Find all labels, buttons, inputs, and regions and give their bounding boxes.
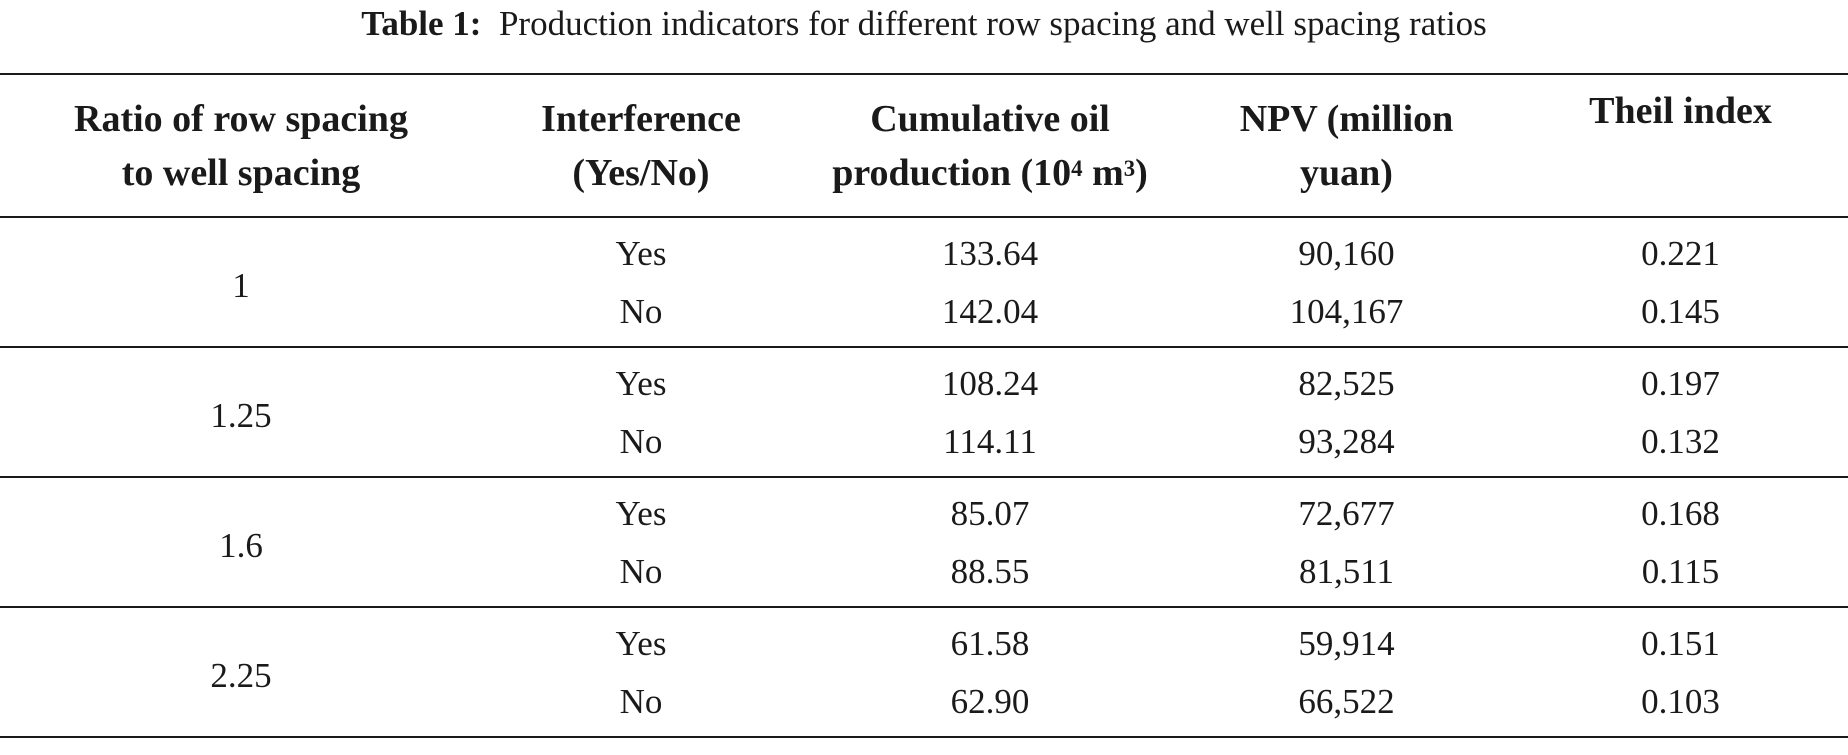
theil-index-cell: 0.103	[1641, 682, 1720, 721]
oil-production-cell: 142.04	[941, 292, 1039, 331]
header-interference-line-1: Interference	[541, 97, 741, 140]
header-ratio: Ratio of row spacing to well spacing	[0, 74, 482, 217]
header-theil-text: Theil index	[1589, 90, 1772, 132]
header-oil-unit-m: m	[1082, 151, 1124, 194]
header-npv: NPV (million yuan)	[1180, 74, 1513, 217]
table-row: 2.25 Yes 61.58 59,914 0.151	[0, 607, 1848, 695]
table-row: No 62.90 66,522 0.103	[0, 673, 1848, 737]
ratio-group-1: 1 Yes 133.64 90,160 0.221 No 142.04 104,…	[0, 217, 1848, 347]
theil-index-cell: 0.132	[1641, 422, 1720, 461]
table-caption: Table 1: Production indicators for diffe…	[0, 0, 1848, 60]
header-oil-line-2: production (104 m3)	[800, 146, 1180, 200]
header-oil-unit-close: )	[1135, 151, 1148, 194]
npv-cell: 82,525	[1298, 364, 1395, 403]
npv-cell: 93,284	[1298, 422, 1395, 461]
header-oil-unit-cubed: 3	[1123, 155, 1136, 181]
interference-cell: Yes	[615, 494, 667, 533]
header-oil-unit-base: production (10	[832, 151, 1072, 194]
oil-production-cell: 62.90	[950, 682, 1030, 721]
oil-production-cell: 114.11	[943, 422, 1037, 461]
header-oil-line-1: Cumulative oil	[870, 97, 1110, 140]
table-row: No 88.55 81,511 0.115	[0, 543, 1848, 607]
npv-cell: 66,522	[1298, 682, 1395, 721]
npv-cell: 72,677	[1298, 494, 1395, 533]
table-row: 1.25 Yes 108.24 82,525 0.197	[0, 347, 1848, 435]
interference-cell: Yes	[615, 364, 667, 403]
ratio-group-1-6: 1.6 Yes 85.07 72,677 0.168 No 88.55 81,5…	[0, 477, 1848, 607]
header-ratio-line-1: Ratio of row spacing	[74, 97, 408, 140]
interference-cell: No	[619, 292, 663, 331]
table-caption-label: Table 1:	[361, 4, 482, 43]
header-interference-line-2: (Yes/No)	[572, 151, 710, 194]
header-oil-production: Cumulative oil production (104 m3)	[800, 74, 1180, 217]
npv-cell: 59,914	[1298, 624, 1395, 663]
ratio-cell: 2.25	[210, 655, 272, 695]
ratio-cell: 1	[232, 265, 250, 305]
header-npv-line-1: NPV (million	[1239, 97, 1454, 140]
theil-index-cell: 0.115	[1641, 552, 1720, 591]
ratio-cell: 1.25	[210, 395, 272, 435]
theil-index-cell: 0.168	[1641, 494, 1720, 533]
interference-cell: No	[619, 682, 663, 721]
header-oil-unit-exponent: 4	[1071, 155, 1083, 181]
npv-cell: 104,167	[1289, 292, 1404, 331]
oil-production-cell: 108.24	[941, 364, 1039, 403]
interference-cell: Yes	[615, 234, 667, 273]
ratio-group-2-25: 2.25 Yes 61.58 59,914 0.151 No 62.90 66,…	[0, 607, 1848, 737]
theil-index-cell: 0.151	[1641, 624, 1720, 663]
header-interference: Interference (Yes/No)	[482, 74, 800, 217]
oil-production-cell: 61.58	[950, 624, 1030, 663]
oil-production-cell: 85.07	[950, 494, 1030, 533]
header-row: Ratio of row spacing to well spacing Int…	[0, 74, 1848, 217]
ratio-group-1-25: 1.25 Yes 108.24 82,525 0.197 No 114.11 9…	[0, 347, 1848, 477]
table-row: No 142.04 104,167 0.145	[0, 283, 1848, 347]
header-theil-index: Theil index	[1513, 74, 1848, 217]
npv-cell: 81,511	[1299, 552, 1394, 591]
interference-cell: No	[619, 422, 663, 461]
theil-index-cell: 0.221	[1641, 234, 1720, 273]
header-ratio-line-2: to well spacing	[121, 151, 361, 194]
production-indicators-table: Ratio of row spacing to well spacing Int…	[0, 73, 1848, 738]
oil-production-cell: 88.55	[950, 552, 1030, 591]
interference-cell: No	[619, 552, 663, 591]
oil-production-cell: 133.64	[941, 234, 1039, 273]
table-row: 1.6 Yes 85.07 72,677 0.168	[0, 477, 1848, 565]
table-container: Ratio of row spacing to well spacing Int…	[0, 73, 1848, 738]
theil-index-cell: 0.145	[1641, 292, 1720, 331]
table-caption-text: Production indicators for different row …	[498, 4, 1487, 43]
header-npv-line-2: yuan)	[1300, 151, 1393, 194]
interference-cell: Yes	[615, 624, 667, 663]
table-header: Ratio of row spacing to well spacing Int…	[0, 74, 1848, 217]
table-row: No 114.11 93,284 0.132	[0, 413, 1848, 477]
npv-cell: 90,160	[1298, 234, 1395, 273]
ratio-cell: 1.6	[219, 525, 263, 565]
table-row: 1 Yes 133.64 90,160 0.221	[0, 217, 1848, 305]
theil-index-cell: 0.197	[1641, 364, 1720, 403]
